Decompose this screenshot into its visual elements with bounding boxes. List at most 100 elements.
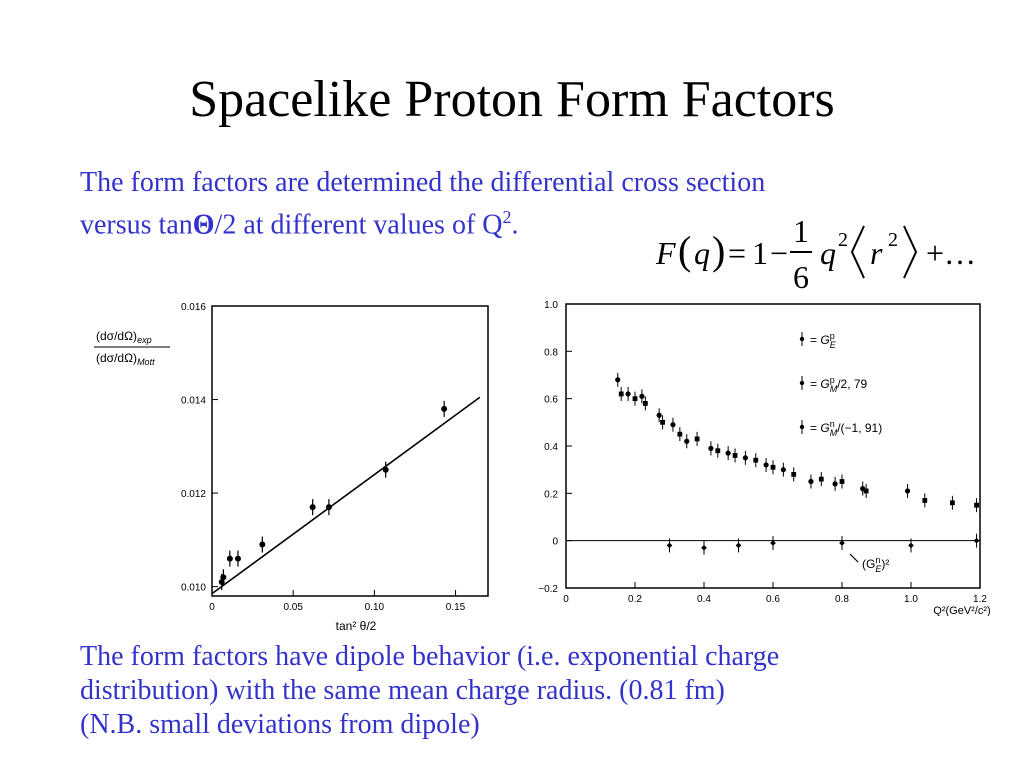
chart2-legend-marker-dot [799,380,805,386]
chart2-legend: = Gp E = Gp M/2, 79 = Gn M/(−1, 91) [799,331,882,438]
chart1-point [382,466,389,473]
chart1-ytick-label: 0.016 [181,302,206,313]
intro-paragraph: The form factors are determined the diff… [80,166,980,242]
chart2-point [632,396,638,402]
chart1-ytick-label: 0.012 [181,489,206,500]
chart2-ytick-label: 0.8 [544,347,558,358]
chart2-xtick-label: 0 [563,594,569,605]
q-squared-exponent: 2 [502,207,512,227]
chart2-point [660,419,665,425]
chart2-legend-marker-dot [799,336,805,342]
chart2-point [715,448,721,454]
chart1-ylabel-den: (dσ/dΩ)Mott [96,351,155,367]
chart2-ytick-label: 0.4 [544,442,558,453]
chart2-xtick-label: 0.2 [628,594,642,605]
formula-q: q [820,235,836,271]
chart1-xtick-label: 0.05 [283,602,303,613]
formula-left-angle [850,225,865,279]
chart2-annotation: (Gn E)² [849,553,889,574]
chart2-legend-marker-dot [799,424,805,430]
form-factor-chart: 0 0.2 0.4 0.6 0.8 1.0 1.21.00.80.60.40.20−0.2 … [538,300,990,616]
chart2-point [808,478,814,485]
formula-rparen: ) [712,228,725,273]
formula-right-angle [903,225,918,279]
chart2-xtick-label: 1.0 [904,594,918,605]
chart1-xlabel: tan² θ/2 [336,619,377,633]
formula-lparen: ( [678,228,691,273]
cross-section-ratio-chart: (dσ/dΩ)exp (dσ/dΩ)Mott 0 0.05 0.10 0.15 0.01… [94,302,489,633]
chart2-legend-label: = Gn M/(−1, 91) [810,419,882,438]
chart2-point [974,502,979,508]
chart2-point [863,488,869,494]
slide-title: Spacelike Proton Form Factors [189,71,835,128]
chart2-point [908,542,914,549]
conclusion-line-3: (N.B. small deviations from dipole) [80,709,480,740]
chart2-point [818,476,824,482]
chart2-point [742,455,748,461]
chart2-point [973,537,980,544]
chart2-ytick-label: 1.0 [544,300,558,311]
chart2-xtick-label: 0.4 [697,594,711,605]
charge-radius-formula: F ( q ) = 1 − 1 6 q 2 r 2 +… [655,213,976,295]
chart2-ytick-label: 0 [552,537,558,548]
chart1-xtick-label: 0.10 [365,602,385,613]
chart2-point [670,422,676,428]
chart2-point [922,498,928,503]
chart2-point [618,391,624,397]
chart1-ytick-label: 0.010 [181,583,206,594]
chart1-fit-line [211,396,481,595]
chart2-point [763,462,769,468]
chart1-point [234,555,241,562]
chart2-point [639,393,645,399]
chart2-point [725,450,731,456]
chart2-point [677,431,683,437]
formula-F: F [655,235,676,271]
formula-minus: − [770,235,788,271]
chart2-point [732,453,738,458]
chart2-point [615,377,621,383]
chart2-xtick-label: 1.2 [973,594,987,605]
chart2-ytick-label: −0.2 [538,584,558,595]
chart2-ytick-label: 0.2 [544,489,558,500]
chart2-annotation-text: (Gn E)² [862,555,889,574]
intro-line-2a: versus tan [80,209,193,241]
chart2-xtick-label: 0.8 [835,594,849,605]
chart2-point [625,391,631,397]
formula-equals: = [728,235,746,271]
chart2-point [642,401,648,406]
formula-r: r [870,235,883,271]
chart2-point [839,479,845,484]
conclusion-paragraph: The form factors have dipole behavior (i… [80,640,980,742]
chart2-annotation-pointer [849,553,859,563]
chart1-ylabel: (dσ/dΩ)exp (dσ/dΩ)Mott [94,329,170,367]
formula-q-exp: 2 [838,229,848,251]
chart2-point [950,500,955,506]
chart2-point [694,436,700,442]
intro-line-1: The form factors are determined the diff… [80,167,766,198]
chart2-point [735,542,742,549]
chart1-point [220,574,227,581]
chart1-xtick-label: 0 [209,602,215,613]
chart2-point [904,488,911,494]
chart2-point [770,464,776,470]
chart2-point [780,467,786,473]
chart1-xtick-label: 0.15 [446,602,466,613]
chart1-point [325,504,332,511]
chart2-point [701,544,707,551]
formula-one: 1 [752,235,768,271]
intro-line-2b: /2 at different values of Q [214,209,503,241]
formula-frac-den: 6 [793,259,809,295]
chart2-xlabel: Q²(GeV²/c²) [933,605,990,616]
chart2-point [684,438,690,444]
chart2-point [839,540,845,546]
chart2-point [656,412,662,418]
formula-frac-num: 1 [793,213,809,249]
formula-q-arg: q [694,235,710,271]
chart1-point [226,555,233,562]
chart2-point [708,445,714,451]
conclusion-line-1: The form factors have dipole behavior (i… [80,641,780,672]
chart2-legend-label: = Gp M/2, 79 [810,375,868,394]
chart2-point [666,542,673,549]
intro-line-end: . [511,209,519,241]
chart1-ylabel-num: (dσ/dΩ)exp [96,329,152,345]
